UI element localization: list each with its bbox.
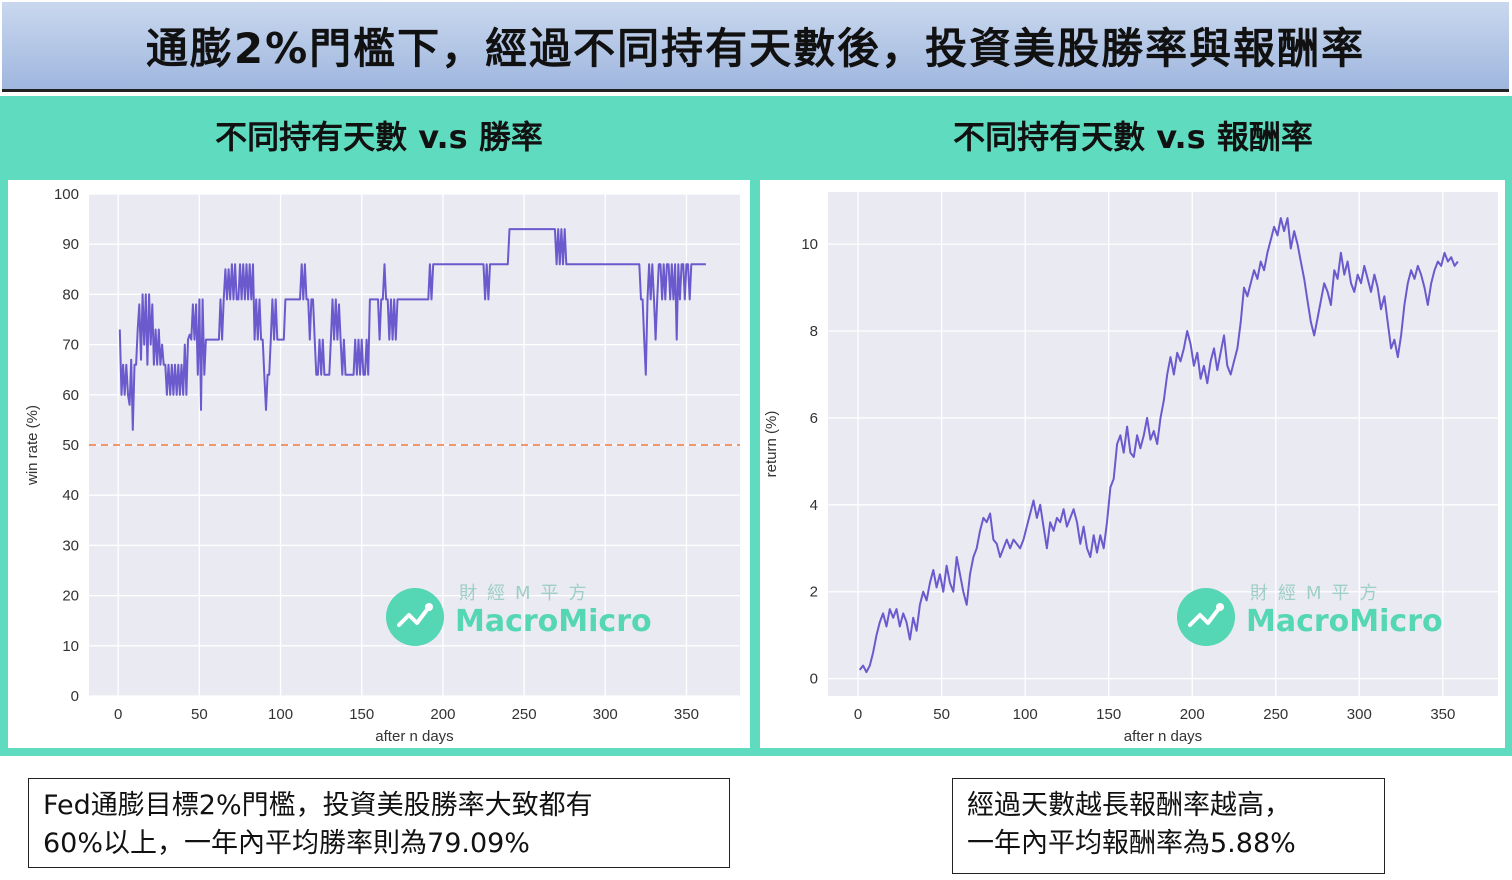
x-tick-label: 100 [1013,706,1038,723]
win-rate-chart-panel: 0 50 100 150 200 250 300 350 0 10 20 30 40 50 60 70 80 90… [8,180,750,748]
macromicro-logo-icon [386,588,444,646]
x-tick-label: 50 [191,706,208,723]
y-tick-label: 20 [62,588,79,605]
logo-dot [1216,603,1224,611]
page-title: 通膨2%門檻下，經過不同持有天數後，投資美股勝率與報酬率 [145,24,1366,73]
return-chart: 0 50 100 150 200 250 300 350 0 2 4 6 8 10 財經M平方MacroMi… [763,192,1498,745]
x-tick-label: 200 [1180,706,1205,723]
y-tick-label: 0 [71,688,79,705]
y-tick-label: 90 [62,236,79,253]
y-axis-label: return (%) [763,411,780,478]
x-tick-label: 0 [114,706,122,723]
x-axis-label: after n days [1124,728,1202,745]
y-tick-label: 8 [810,323,818,340]
y-tick-label: 70 [62,337,79,354]
right-note-line-2: 一年內平均報酬率為5.88% [967,828,1296,859]
y-tick-label: 4 [810,497,818,514]
x-tick-label: 150 [349,706,374,723]
macromicro-logo-icon [1177,588,1235,646]
win-rate-chart: 0 50 100 150 200 250 300 350 0 10 20 30 40 50 60 70 80 90… [24,186,740,745]
right-note-line-1: 經過天數越長報酬率越高， [967,790,1291,821]
y-tick-label: 0 [810,671,818,688]
x-tick-label: 350 [1430,706,1455,723]
left-panel-title: 不同持有天數 v.s 勝率 [215,118,543,156]
x-tick-label: 150 [1096,706,1121,723]
x-tick-label: 350 [674,706,699,723]
y-tick-label: 6 [810,410,818,427]
left-note-line-2: 60%以上，一年內平均勝率則為79.09% [43,828,530,859]
x-tick-label: 250 [512,706,537,723]
y-tick-label: 60 [62,387,79,404]
y-tick-label: 80 [62,286,79,303]
left-note-line-1: Fed通膨目標2%門檻，投資美股勝率大致都有 [43,790,593,821]
logo-chart-glyph [1188,605,1222,627]
x-tick-label: 50 [933,706,950,723]
title-bar: 通膨2%門檻下，經過不同持有天數後，投資美股勝率與報酬率 [2,2,1509,92]
series-line-0 [118,228,706,431]
logo-dot [425,603,433,611]
watermark-cn: 財經M平方 [459,583,597,604]
y-axis-label: win rate (%) [24,405,41,486]
logo-chart-glyph [397,605,431,627]
y-tick-label: 10 [62,638,79,655]
y-tick-label: 100 [54,186,79,203]
x-tick-label: 0 [854,706,862,723]
watermark-en: MacroMicro [455,604,652,639]
y-tick-label: 30 [62,537,79,554]
plot-area [828,192,1498,696]
watermark-cn: 財經M平方 [1250,583,1388,604]
x-tick-label: 200 [430,706,455,723]
x-tick-label: 250 [1263,706,1288,723]
right-panel-title: 不同持有天數 v.s 報酬率 [953,118,1313,156]
x-tick-label: 300 [593,706,618,723]
y-tick-label: 40 [62,487,79,504]
watermark-en: MacroMicro [1246,604,1443,639]
y-tick-label: 2 [810,584,818,601]
x-tick-label: 100 [268,706,293,723]
y-tick-label: 10 [801,236,818,253]
right-note-box: 經過天數越長報酬率越高， 一年內平均報酬率為5.88% [952,778,1385,874]
left-note-box: Fed通膨目標2%門檻，投資美股勝率大致都有 60%以上，一年內平均勝率則為79… [28,778,730,868]
series-line-0 [858,217,1459,674]
x-axis-label: after n days [375,728,453,745]
y-tick-label: 50 [62,437,79,454]
x-tick-label: 300 [1347,706,1372,723]
return-chart-panel: 0 50 100 150 200 250 300 350 0 2 4 6 8 10 財經M平方 MacroMi… [760,180,1505,748]
